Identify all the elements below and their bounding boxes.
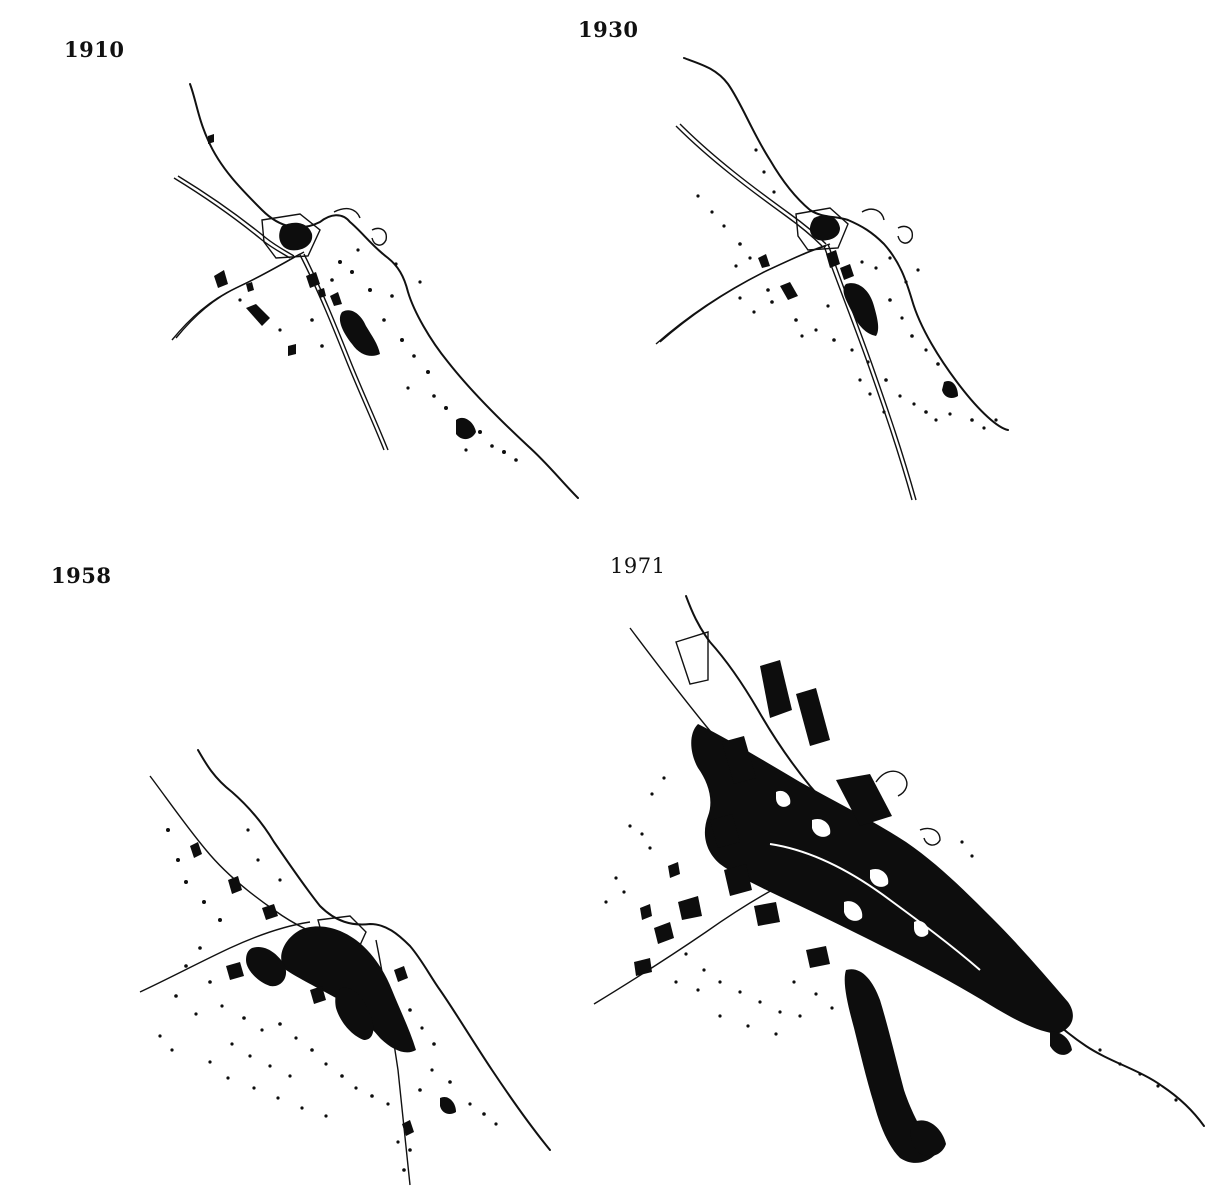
year-label: 1930 <box>578 17 639 42</box>
map-panel-1958: 1958 <box>0 530 600 1195</box>
map-panel-1971: 1971 <box>580 530 1214 1195</box>
settlement-map <box>655 57 1009 501</box>
railway <box>675 125 823 247</box>
settlement-map <box>139 749 551 1186</box>
map-panel-1930: 1930 <box>578 0 1214 520</box>
settlement-map <box>171 83 579 499</box>
town-outline <box>795 207 849 251</box>
road <box>139 921 311 993</box>
road <box>171 253 301 341</box>
town-outline <box>261 213 321 259</box>
coastline <box>189 83 579 499</box>
built-up-area <box>809 215 840 241</box>
railway <box>173 177 291 259</box>
year-label: 1910 <box>64 37 125 62</box>
harbor-outline <box>875 770 941 846</box>
year-label: 1958 <box>51 563 112 588</box>
built-up-area <box>279 222 313 251</box>
coastline <box>197 749 551 1151</box>
settlement-map <box>593 595 1205 1163</box>
map-panel-1910: 1910 <box>0 0 600 520</box>
year-label: 1971 <box>610 554 666 578</box>
coastline <box>683 57 1009 431</box>
road <box>655 245 827 345</box>
